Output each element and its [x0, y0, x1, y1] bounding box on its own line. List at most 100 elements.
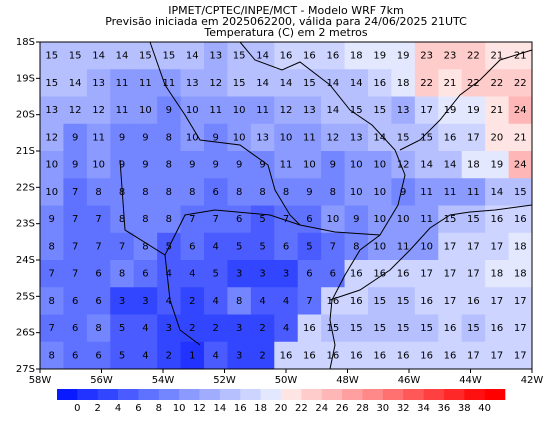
temperature-value: 7: [49, 269, 55, 280]
temperature-value: 12: [209, 78, 222, 89]
coastline: [329, 204, 533, 301]
field-cell: [157, 178, 182, 206]
field-cell: [344, 260, 369, 288]
field-cell: [133, 96, 158, 125]
colorbar-label: 0: [74, 403, 80, 414]
temperature-value: 12: [45, 132, 58, 143]
temperature-value: 8: [95, 187, 101, 198]
temperature-value: 4: [142, 350, 148, 361]
field-cell: [86, 287, 111, 315]
field-cell: [204, 260, 228, 288]
temperature-value: 23: [420, 51, 433, 62]
temperature-value: 22: [467, 78, 480, 89]
boundaries: [119, 41, 533, 370]
field-cell: [391, 287, 416, 315]
field-cell: [321, 69, 346, 97]
field-cell: [86, 42, 111, 70]
field-cell: [250, 260, 275, 288]
field-cell: [227, 287, 252, 315]
temperature-value: 14: [490, 187, 503, 198]
field-cell: [297, 178, 322, 206]
temperature-value: 7: [306, 296, 312, 307]
field-cell: [485, 151, 510, 179]
lon-tick-label: 48W: [336, 375, 359, 386]
temperature-value: 17: [490, 350, 503, 361]
colorbar-label: 2: [95, 403, 101, 414]
temperature-value: 4: [189, 269, 195, 280]
field-cell: [344, 96, 369, 125]
colorbar-box: [342, 389, 363, 400]
temperature-value: 21: [444, 78, 457, 89]
colorbar-label: 28: [356, 403, 369, 414]
temperature-value: 8: [142, 214, 148, 225]
lat-tick-label: 22S: [16, 182, 35, 193]
temperature-value: 10: [326, 214, 339, 225]
field-cell: [133, 205, 158, 234]
field-cell: [344, 314, 369, 343]
temperature-value: 11: [139, 78, 152, 89]
field-cell: [297, 232, 322, 261]
temperature-value: 15: [397, 323, 410, 334]
temperature-value: 8: [49, 296, 55, 307]
field-cell: [414, 314, 439, 343]
temperature-value: 10: [92, 160, 105, 171]
colorbar-box: [423, 389, 445, 400]
border: [164, 254, 201, 346]
field-cell: [461, 123, 486, 152]
field-cell: [461, 232, 486, 261]
temperature-value: 4: [142, 323, 148, 334]
temperature-value: 10: [350, 160, 363, 171]
colorbar-label: 22: [295, 403, 308, 414]
temperature-value: 9: [119, 132, 125, 143]
field-cell: [508, 260, 533, 288]
field-cell: [204, 69, 228, 97]
field-cell: [204, 42, 228, 70]
temperature-value: 10: [233, 105, 246, 116]
field-cell: [438, 287, 463, 315]
temperature-value: 4: [213, 350, 219, 361]
field-cell: [133, 287, 158, 315]
field-cell: [344, 123, 369, 152]
temperature-value: 8: [236, 296, 242, 307]
temperature-value: 8: [166, 132, 172, 143]
temperature-value: 8: [166, 160, 172, 171]
temperature-value: 6: [95, 350, 101, 361]
temperature-value: 15: [420, 132, 433, 143]
temperature-value: 8: [49, 241, 55, 252]
temperature-value: 11: [280, 160, 293, 171]
temperature-value: 16: [420, 350, 433, 361]
temperature-value: 21: [490, 105, 503, 116]
colorbar-label: 14: [214, 403, 227, 414]
field-cell: [250, 341, 275, 370]
field-cell: [250, 151, 275, 179]
field-cell: [250, 96, 275, 125]
colorbar-label: 40: [478, 403, 491, 414]
field-cell: [63, 205, 88, 234]
temperature-value: 16: [373, 350, 386, 361]
temperature-value: 2: [166, 350, 172, 361]
colorbar-label: 4: [115, 403, 121, 414]
colorbar-box: [77, 389, 99, 400]
colorbar-box: [179, 389, 200, 400]
temperature-value: 7: [49, 323, 55, 334]
field-cell: [157, 151, 182, 179]
temperature-value: 11: [420, 214, 433, 225]
field-cell: [485, 123, 510, 152]
temperature-value: 6: [95, 296, 101, 307]
colorbar: 0 2 4 6 8 10 12 14 16 18 20 22 24 26 28 30 32 34 36 38 40: [57, 389, 506, 414]
temperature-value: 13: [397, 105, 410, 116]
temperature-value: 6: [283, 241, 289, 252]
field-cell: [438, 260, 463, 288]
field-cell: [204, 314, 228, 343]
field-cell: [297, 123, 322, 152]
temperature-value: 3: [259, 269, 265, 280]
temperature-value: 16: [373, 78, 386, 89]
temperature-value: 17: [514, 323, 527, 334]
temperature-value: 13: [186, 78, 199, 89]
temperature-value: 13: [92, 78, 105, 89]
field-cell: [180, 260, 205, 288]
temperature-value: 2: [189, 296, 195, 307]
temperature-value: 17: [444, 296, 457, 307]
field-cell: [368, 314, 392, 343]
